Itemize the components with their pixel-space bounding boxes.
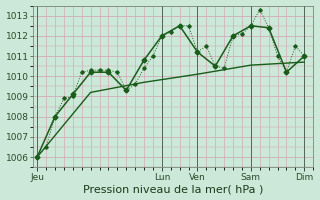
X-axis label: Pression niveau de la mer( hPa ): Pression niveau de la mer( hPa ): [83, 184, 263, 194]
